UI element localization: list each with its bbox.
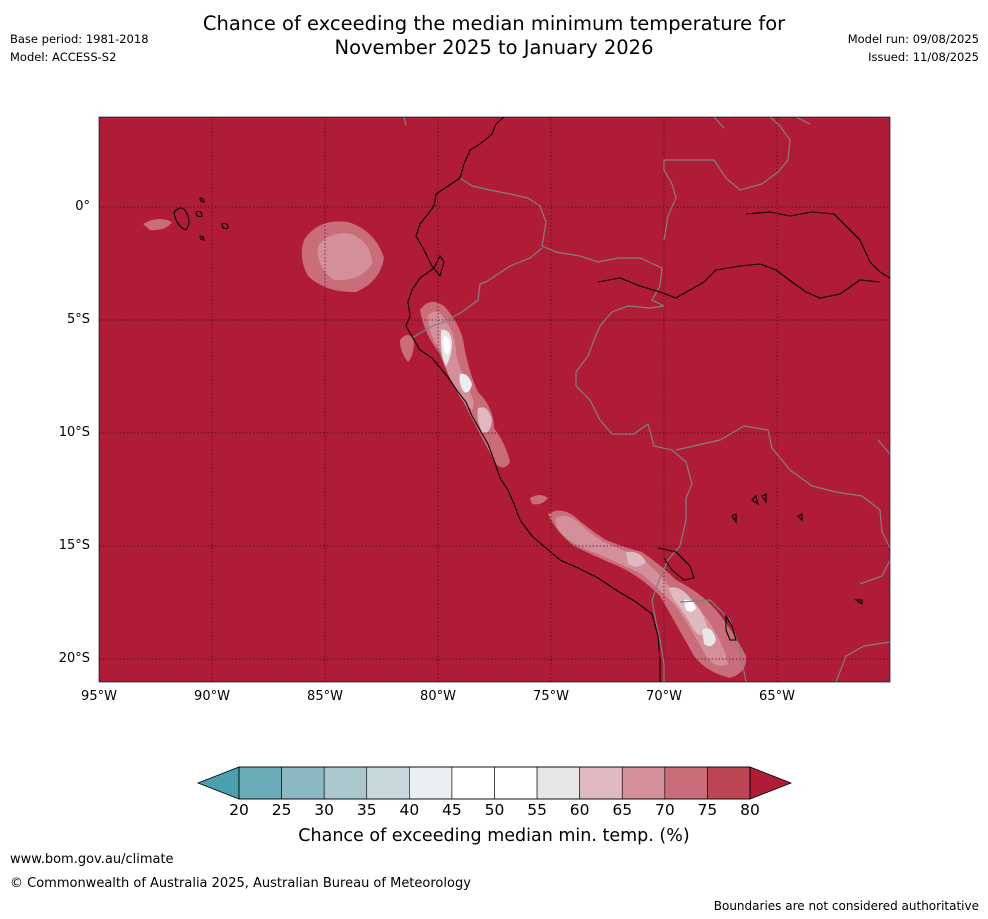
- footer-copyright: © Commonwealth of Australia 2025, Austra…: [10, 876, 471, 891]
- issued-date: Issued: 11/08/2025: [868, 50, 979, 64]
- colorbar-cell: [579, 766, 623, 800]
- lon-label-80w: 80°W: [420, 689, 456, 704]
- colorbar-cell: [409, 766, 453, 800]
- colorbar-tick: 75: [697, 801, 718, 819]
- lon-label-85w: 85°W: [307, 689, 343, 704]
- chart-title: Chance of exceeding the median minimum t…: [0, 12, 988, 60]
- lon-label-95w: 95°W: [81, 689, 117, 704]
- country-borders: [403, 117, 890, 682]
- lat-label-5s: 5°S: [66, 312, 90, 327]
- colorbar-tick: 70: [654, 801, 675, 819]
- colorbar-frame: [238, 766, 751, 800]
- colorbar-tick: 65: [612, 801, 633, 819]
- colorbar-cell: [621, 766, 666, 800]
- meta-left: Base period: 1981-2018 Model: ACCESS-S2: [10, 30, 149, 66]
- colorbar-tick: 25: [271, 801, 292, 819]
- colorbar-cell: [707, 766, 751, 800]
- anomaly-contours: [143, 218, 747, 678]
- lat-label-20s: 20°S: [58, 651, 90, 666]
- coastlines: [173, 117, 890, 682]
- colorbar-label: Chance of exceeding median min. temp. (%…: [298, 826, 690, 846]
- colorbar-cell: [494, 766, 538, 800]
- map-frame: [98, 116, 891, 683]
- colorbar-cells: [238, 766, 751, 800]
- colorbar-tick: 60: [569, 801, 590, 819]
- model-run: Model run: 09/08/2025: [847, 32, 979, 46]
- colorbar-cell: [323, 766, 368, 800]
- meta-right: Model run: 09/08/2025 Issued: 11/08/2025: [848, 30, 979, 66]
- map-background: [99, 117, 890, 682]
- title-line-1: Chance of exceeding the median minimum t…: [202, 12, 786, 35]
- title-line-2: November 2025 to January 2026: [334, 36, 654, 59]
- model-name: Model: ACCESS-S2: [10, 50, 117, 64]
- colorbar-tick: 40: [399, 801, 420, 819]
- colorbar-cell: [451, 766, 495, 800]
- colorbar-tick: 30: [314, 801, 335, 819]
- colorbar-tick: 20: [229, 801, 249, 819]
- colorbar-over-arrow: [749, 766, 793, 800]
- lon-label-75w: 75°W: [533, 689, 569, 704]
- lat-label-15s: 15°S: [58, 538, 90, 553]
- colorbar-tick: 50: [484, 801, 505, 819]
- footer-note: Boundaries are not considered authoritat…: [713, 899, 979, 913]
- lat-label-10s: 10°S: [58, 425, 90, 440]
- gridlines: [99, 117, 890, 682]
- lon-label-70w: 70°W: [646, 689, 682, 704]
- lon-label-90w: 90°W: [194, 689, 230, 704]
- lon-label-65w: 65°W: [759, 689, 795, 704]
- colorbar-tick: 80: [740, 801, 760, 819]
- colorbar-cell: [366, 766, 410, 800]
- colorbar-under-arrow: [196, 766, 240, 800]
- colorbar-cell: [536, 766, 580, 800]
- colorbar-cell: [238, 766, 282, 800]
- base-period: Base period: 1981-2018: [10, 32, 149, 46]
- colorbar-tick: 55: [527, 801, 547, 819]
- colorbar-tick: 45: [442, 801, 462, 819]
- colorbar-cell: [664, 766, 708, 800]
- colorbar-tick: 35: [356, 801, 377, 819]
- colorbar-cell: [281, 766, 325, 800]
- footer-url[interactable]: www.bom.gov.au/climate: [10, 852, 174, 867]
- lat-label-0: 0°: [75, 199, 90, 214]
